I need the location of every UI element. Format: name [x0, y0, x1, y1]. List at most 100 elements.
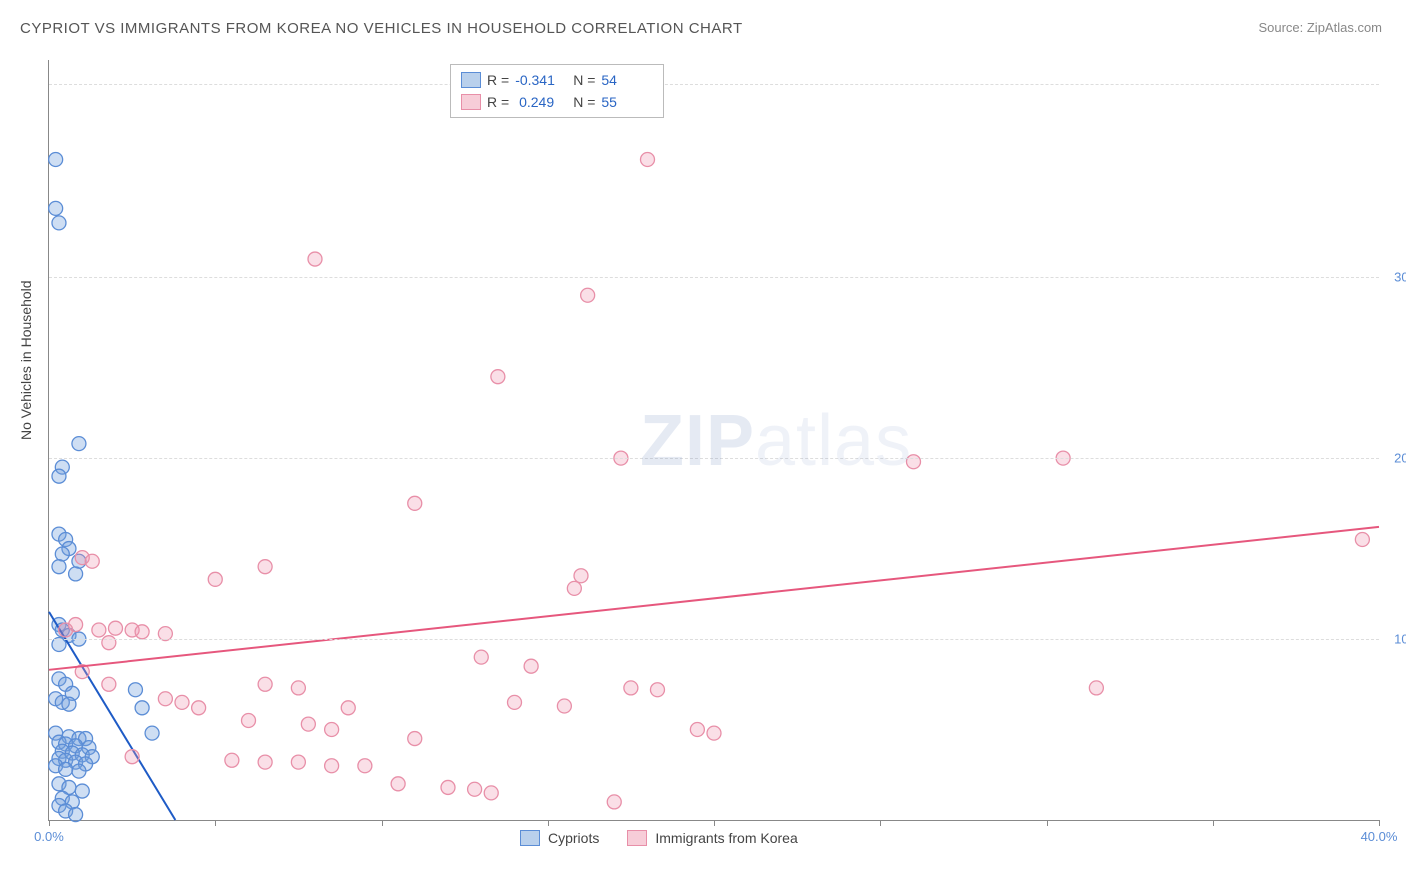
- data-point: [52, 469, 66, 483]
- data-point: [125, 750, 139, 764]
- data-point: [907, 455, 921, 469]
- stats-row-korea: R = 0.249 N = 55: [461, 91, 653, 113]
- data-point: [55, 547, 69, 561]
- data-point: [49, 201, 63, 215]
- data-point: [258, 560, 272, 574]
- data-point: [135, 625, 149, 639]
- data-point: [1089, 681, 1103, 695]
- data-point: [301, 717, 315, 731]
- y-tick-label: 30.0%: [1394, 270, 1406, 285]
- data-point: [484, 786, 498, 800]
- x-tick: [548, 820, 549, 826]
- data-point: [69, 567, 83, 581]
- x-tick: [382, 820, 383, 826]
- x-tick: [714, 820, 715, 826]
- r-value-cypriots: -0.341: [515, 69, 567, 91]
- data-point: [192, 701, 206, 715]
- data-point: [75, 784, 89, 798]
- chart-title: CYPRIOT VS IMMIGRANTS FROM KOREA NO VEHI…: [20, 20, 743, 37]
- legend-item-cypriots: Cypriots: [520, 830, 599, 846]
- swatch-cypriots: [461, 72, 481, 88]
- data-point: [325, 759, 339, 773]
- data-point: [175, 695, 189, 709]
- data-point: [474, 650, 488, 664]
- gridline: [49, 639, 1379, 640]
- swatch-korea: [461, 94, 481, 110]
- data-point: [581, 288, 595, 302]
- y-tick-label: 20.0%: [1394, 451, 1406, 466]
- plot-area: 10.0%20.0%30.0%0.0%40.0%: [48, 60, 1379, 821]
- legend-item-korea: Immigrants from Korea: [627, 830, 797, 846]
- y-axis-label: No Vehicles in Household: [18, 280, 34, 440]
- trend-line: [49, 527, 1379, 670]
- data-point: [258, 755, 272, 769]
- data-point: [408, 732, 422, 746]
- data-point: [128, 683, 142, 697]
- legend-label-cypriots: Cypriots: [548, 830, 599, 846]
- data-point: [574, 569, 588, 583]
- swatch-korea-icon: [627, 830, 647, 846]
- gridline: [49, 458, 1379, 459]
- data-point: [109, 621, 123, 635]
- bottom-legend: Cypriots Immigrants from Korea: [520, 830, 798, 846]
- data-point: [524, 659, 538, 673]
- x-tick: [880, 820, 881, 826]
- data-point: [158, 692, 172, 706]
- swatch-cypriots-icon: [520, 830, 540, 846]
- x-tick: [49, 820, 50, 826]
- data-point: [135, 701, 149, 715]
- data-point: [468, 782, 482, 796]
- data-point: [508, 695, 522, 709]
- data-point: [641, 153, 655, 167]
- data-point: [607, 795, 621, 809]
- n-label: N =: [573, 91, 595, 113]
- data-point: [258, 677, 272, 691]
- n-value-korea: 55: [601, 91, 653, 113]
- r-value-korea: 0.249: [515, 91, 567, 113]
- r-label: R =: [487, 69, 509, 91]
- data-point: [291, 681, 305, 695]
- data-point: [69, 808, 83, 822]
- data-point: [491, 370, 505, 384]
- data-point: [85, 554, 99, 568]
- data-point: [52, 560, 66, 574]
- data-point: [102, 636, 116, 650]
- data-point: [624, 681, 638, 695]
- data-point: [341, 701, 355, 715]
- data-point: [325, 723, 339, 737]
- n-label: N =: [573, 69, 595, 91]
- stats-legend: R = -0.341 N = 54 R = 0.249 N = 55: [450, 64, 664, 118]
- data-point: [145, 726, 159, 740]
- data-point: [308, 252, 322, 266]
- data-point: [49, 153, 63, 167]
- plot-svg: [49, 60, 1379, 820]
- data-point: [59, 762, 73, 776]
- data-point: [59, 623, 73, 637]
- data-point: [358, 759, 372, 773]
- data-point: [1355, 533, 1369, 547]
- data-point: [72, 437, 86, 451]
- data-point: [690, 723, 704, 737]
- x-tick: [1379, 820, 1380, 826]
- x-tick: [1213, 820, 1214, 826]
- data-point: [52, 216, 66, 230]
- r-label: R =: [487, 91, 509, 113]
- data-point: [208, 572, 222, 586]
- data-point: [225, 753, 239, 767]
- data-point: [291, 755, 305, 769]
- data-point: [102, 677, 116, 691]
- data-point: [72, 764, 86, 778]
- y-tick-label: 10.0%: [1394, 632, 1406, 647]
- data-point: [62, 697, 76, 711]
- gridline: [49, 84, 1379, 85]
- x-tick: [1047, 820, 1048, 826]
- x-tick-label: 0.0%: [34, 829, 64, 844]
- gridline: [49, 277, 1379, 278]
- data-point: [92, 623, 106, 637]
- data-point: [557, 699, 571, 713]
- data-point: [441, 780, 455, 794]
- data-point: [391, 777, 405, 791]
- source-label: Source: ZipAtlas.com: [1258, 20, 1382, 35]
- data-point: [650, 683, 664, 697]
- stats-row-cypriots: R = -0.341 N = 54: [461, 69, 653, 91]
